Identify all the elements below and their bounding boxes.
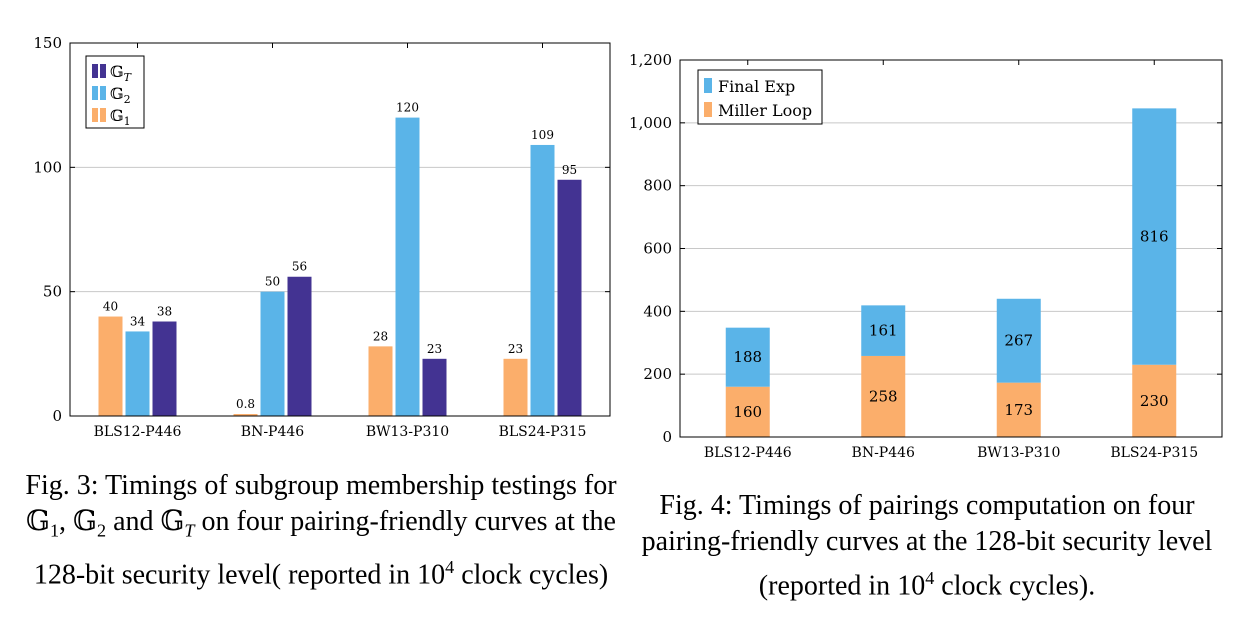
fig3-ytick-label: 100 — [33, 158, 62, 176]
fig4-bar-segment — [725, 386, 770, 437]
fig4-bar-segment — [996, 382, 1041, 437]
fig4-category-label: BN-P446 — [852, 445, 916, 461]
caption-symbol: 𝔾 — [26, 506, 50, 537]
fig4-data-label: 161 — [869, 322, 898, 340]
fig4-legend-swatch — [704, 78, 712, 93]
fig3-ytick-label: 50 — [43, 283, 62, 301]
fig3-bar — [422, 358, 447, 416]
fig3-legend-label: 𝔾T — [110, 62, 133, 84]
fig3-data-label: 28 — [373, 329, 388, 343]
fig3-bar — [260, 291, 285, 416]
fig3-bar — [503, 358, 528, 416]
fig3-data-label: 56 — [292, 260, 307, 274]
fig3-bar — [98, 316, 123, 416]
fig4-ytick-label: 1,000 — [629, 114, 672, 132]
fig4-category-label: BLS24-P315 — [1110, 445, 1198, 461]
caption-subscript: 1 — [49, 520, 60, 541]
fig4-legend-label: Miller Loop — [718, 101, 812, 120]
fig3-category-label: BLS12-P446 — [94, 424, 182, 440]
fig3-plot-frame — [69, 42, 611, 417]
fig3-bar — [530, 144, 555, 416]
fig3-ytick-label: 150 — [33, 34, 62, 52]
fig3-bar — [395, 117, 420, 416]
fig4-data-label: 173 — [1004, 401, 1033, 419]
fig3-data-label: 0.8 — [236, 397, 255, 411]
fig4-bar-segment — [861, 355, 906, 437]
caption-text: on four pairing-friendly curves at the 1… — [33, 506, 616, 590]
caption-text: , — [59, 506, 74, 537]
fig4-ytick-label: 200 — [643, 365, 672, 383]
fig3-data-label: 120 — [396, 101, 419, 115]
fig4-ytick-label: 0 — [662, 428, 672, 446]
fig3-legend-swatch — [100, 64, 106, 78]
fig3-bar — [557, 179, 582, 416]
fig4-legend-swatch — [704, 102, 712, 117]
caption-text: clock cycles). — [934, 570, 1096, 602]
fig4-ytick-label: 400 — [643, 302, 672, 320]
caption-symbol: 𝔾 — [160, 506, 185, 537]
fig3-data-label: 23 — [427, 342, 442, 356]
caption-symbol: 𝔾 — [73, 506, 97, 537]
fig3-bar — [152, 321, 177, 416]
caption-superscript: 4 — [445, 556, 455, 577]
fig3-data-label: 23 — [508, 342, 523, 356]
fig3-data-label: 34 — [130, 314, 146, 328]
caption-subscript: 2 — [96, 520, 107, 541]
fig4-data-label: 267 — [1004, 332, 1033, 350]
fig4-data-label: 258 — [869, 387, 898, 405]
fig4-ytick-label: 600 — [643, 240, 672, 258]
caption-text: and — [106, 506, 161, 537]
fig3-bar — [233, 414, 258, 416]
fig3-category-label: BN-P446 — [241, 424, 305, 440]
fig3-legend-swatch — [92, 86, 98, 100]
fig3-category-label: BLS24-P315 — [499, 424, 587, 440]
fig4-bar-segment — [1132, 364, 1177, 437]
fig3-legend-swatch — [92, 64, 98, 78]
fig4-ytick-label: 800 — [643, 177, 672, 195]
figure-3-caption: Fig. 3: Timings of subgroup membership t… — [22, 468, 620, 593]
fig4-data-label: 188 — [733, 348, 762, 366]
fig3-data-label: 109 — [531, 128, 554, 142]
fig4-data-label: 816 — [1140, 228, 1169, 246]
fig4-bar-segment — [1132, 108, 1177, 365]
fig4-data-label: 230 — [1140, 392, 1169, 410]
fig3-data-label: 40 — [103, 300, 118, 314]
fig3-bar — [287, 276, 312, 416]
caption-text: Fig. 4: Timings of pairings computation … — [641, 490, 1213, 602]
fig4-legend — [697, 69, 823, 125]
fig4-legend-label: Final Exp — [718, 77, 795, 96]
fig4-bar-segment — [861, 305, 906, 356]
fig3-category-label: BW13-P310 — [366, 424, 449, 440]
caption-subscript: T — [184, 520, 195, 541]
fig3-bar — [368, 346, 393, 416]
fig3-legend-label: 𝔾1 — [110, 106, 131, 128]
fig3-legend-swatch — [100, 108, 106, 122]
fig3-bar — [125, 331, 150, 416]
fig4-category-label: BLS12-P446 — [704, 445, 792, 461]
fig3-legend-label: 𝔾2 — [110, 84, 131, 106]
caption-text: Fig. 3: Timings of subgroup membership t… — [25, 470, 617, 501]
fig3-data-label: 50 — [265, 275, 280, 289]
fig3-legend-swatch — [100, 86, 106, 100]
fig3-ytick-label: 0 — [52, 407, 62, 425]
caption-text: clock cycles) — [454, 558, 609, 590]
fig4-ytick-label: 1,200 — [629, 51, 672, 69]
fig4-category-label: BW13-P310 — [977, 445, 1060, 461]
fig4-bar-segment — [725, 327, 770, 387]
fig4-plot-frame — [679, 59, 1223, 438]
caption-text: 10 — [897, 570, 926, 602]
caption-text: 10 — [417, 558, 446, 590]
figure-4-caption: Fig. 4: Timings of pairings computation … — [632, 488, 1222, 604]
fig4-bar-segment — [996, 298, 1041, 383]
fig3-data-label: 38 — [157, 305, 172, 319]
fig3-legend-swatch — [92, 108, 98, 122]
fig3-data-label: 95 — [562, 163, 577, 177]
caption-superscript: 4 — [925, 568, 935, 588]
fig4-data-label: 160 — [733, 403, 762, 421]
